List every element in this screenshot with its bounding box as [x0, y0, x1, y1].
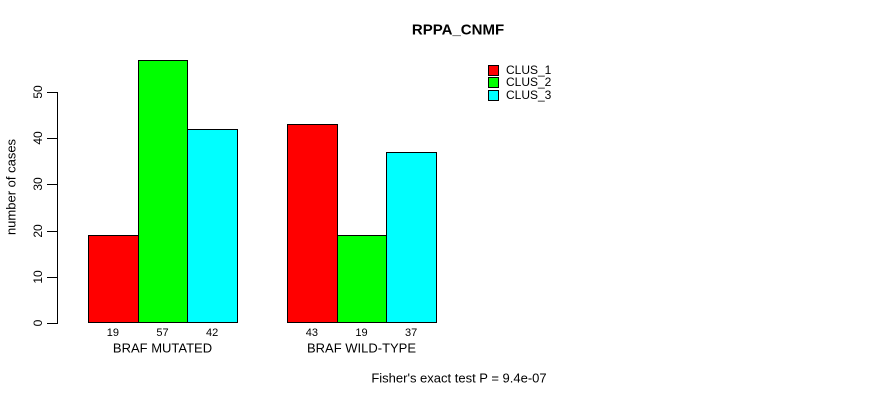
bar-clus_1-group1 — [88, 235, 139, 323]
bar-value-label: 57 — [156, 327, 169, 339]
y-tick — [47, 92, 57, 93]
category-label: BRAF MUTATED — [112, 340, 213, 355]
bar-clus_2-group1 — [137, 59, 189, 323]
y-tick — [47, 230, 57, 232]
y-tick-label: 20 — [31, 223, 45, 238]
bar-value-label: 43 — [305, 327, 318, 339]
legend-swatch-clus_1 — [488, 64, 499, 76]
bar-value-label: 19 — [106, 327, 119, 339]
bar-clus_3-group2 — [386, 152, 437, 323]
category-label: BRAF WILD-TYPE — [306, 340, 417, 355]
y-tick-label: 40 — [31, 131, 45, 145]
bar-value-label: 42 — [206, 327, 219, 339]
legend-label: CLUS_3 — [506, 87, 552, 102]
y-axis-line — [57, 92, 58, 324]
y-tick-label: 50 — [31, 85, 45, 99]
y-tick-label: 10 — [31, 270, 45, 284]
legend-label: CLUS_1 — [506, 62, 552, 77]
legend-swatch-clus_3 — [488, 89, 499, 101]
bar-clus_3-group1 — [187, 128, 238, 323]
bar-clus_2-group2 — [336, 235, 388, 323]
legend-item-clus_2: CLUS_2 — [488, 75, 552, 90]
legend-swatch-clus_2 — [488, 77, 499, 89]
caption: Fisher's exact test P = 9.4e-07 — [371, 370, 547, 386]
y-tick — [47, 323, 57, 324]
bar-value-label: 19 — [355, 327, 368, 339]
legend-item-clus_1: CLUS_1 — [488, 62, 552, 77]
y-axis-title: number of cases — [3, 138, 19, 236]
bar-clus_1-group2 — [287, 124, 338, 323]
y-tick — [47, 184, 57, 186]
legend-item-clus_3: CLUS_3 — [488, 87, 552, 102]
y-tick-label: 30 — [31, 177, 45, 192]
y-tick — [47, 276, 57, 278]
legend-label: CLUS_2 — [506, 75, 552, 90]
y-tick-label: 0 — [31, 319, 45, 327]
bar-value-label: 37 — [405, 327, 418, 339]
y-tick — [47, 138, 57, 140]
plot-title: RPPA_CNMF — [411, 21, 505, 39]
